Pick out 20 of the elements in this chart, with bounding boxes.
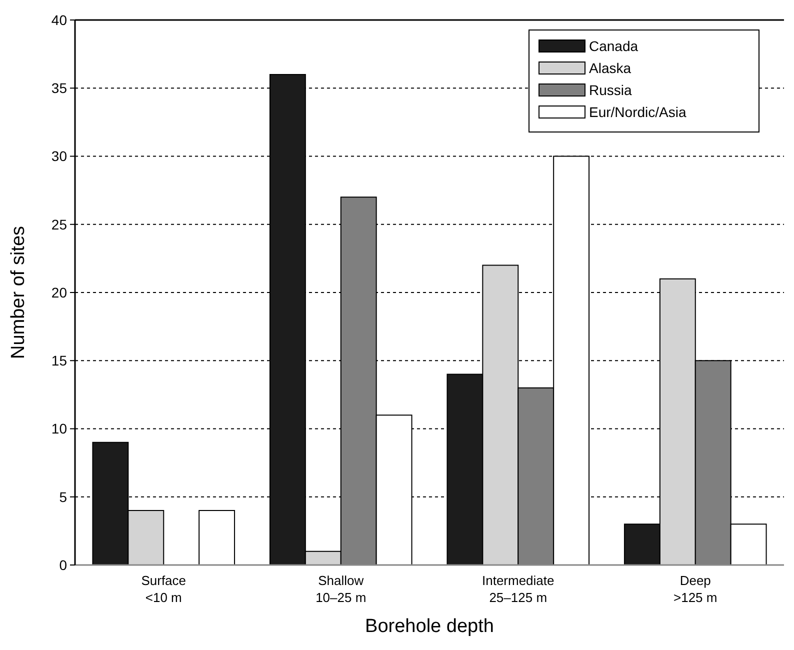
y-tick-label: 15 [51,352,68,369]
legend-label: Canada [589,38,638,54]
y-tick-label: 5 [59,488,68,505]
y-tick-label: 20 [51,284,68,300]
y-tick-label: 30 [51,148,68,164]
y-tick-label: 25 [51,216,68,232]
legend-label: Alaska [589,60,632,76]
x-tick-label: Surface <10 m [141,573,186,605]
bar [198,510,236,566]
x-tick-label: Shallow 10–25 m [316,573,366,605]
y-axis-title: Number of sites [8,226,29,360]
x-tick-label: Deep >125 m [674,573,718,605]
x-tick-label: Intermediate 25–125 m [482,573,554,605]
y-tick-label: 10 [51,420,68,437]
legend-label: Eur/Nordic/Asia [589,104,686,120]
y-tick-label: 40 [51,12,68,28]
y-tick-label: 35 [51,80,68,96]
y-tick-label: 0 [59,556,68,573]
legend-label: Russia [589,82,632,98]
x-axis-title: Borehole depth [365,616,494,637]
